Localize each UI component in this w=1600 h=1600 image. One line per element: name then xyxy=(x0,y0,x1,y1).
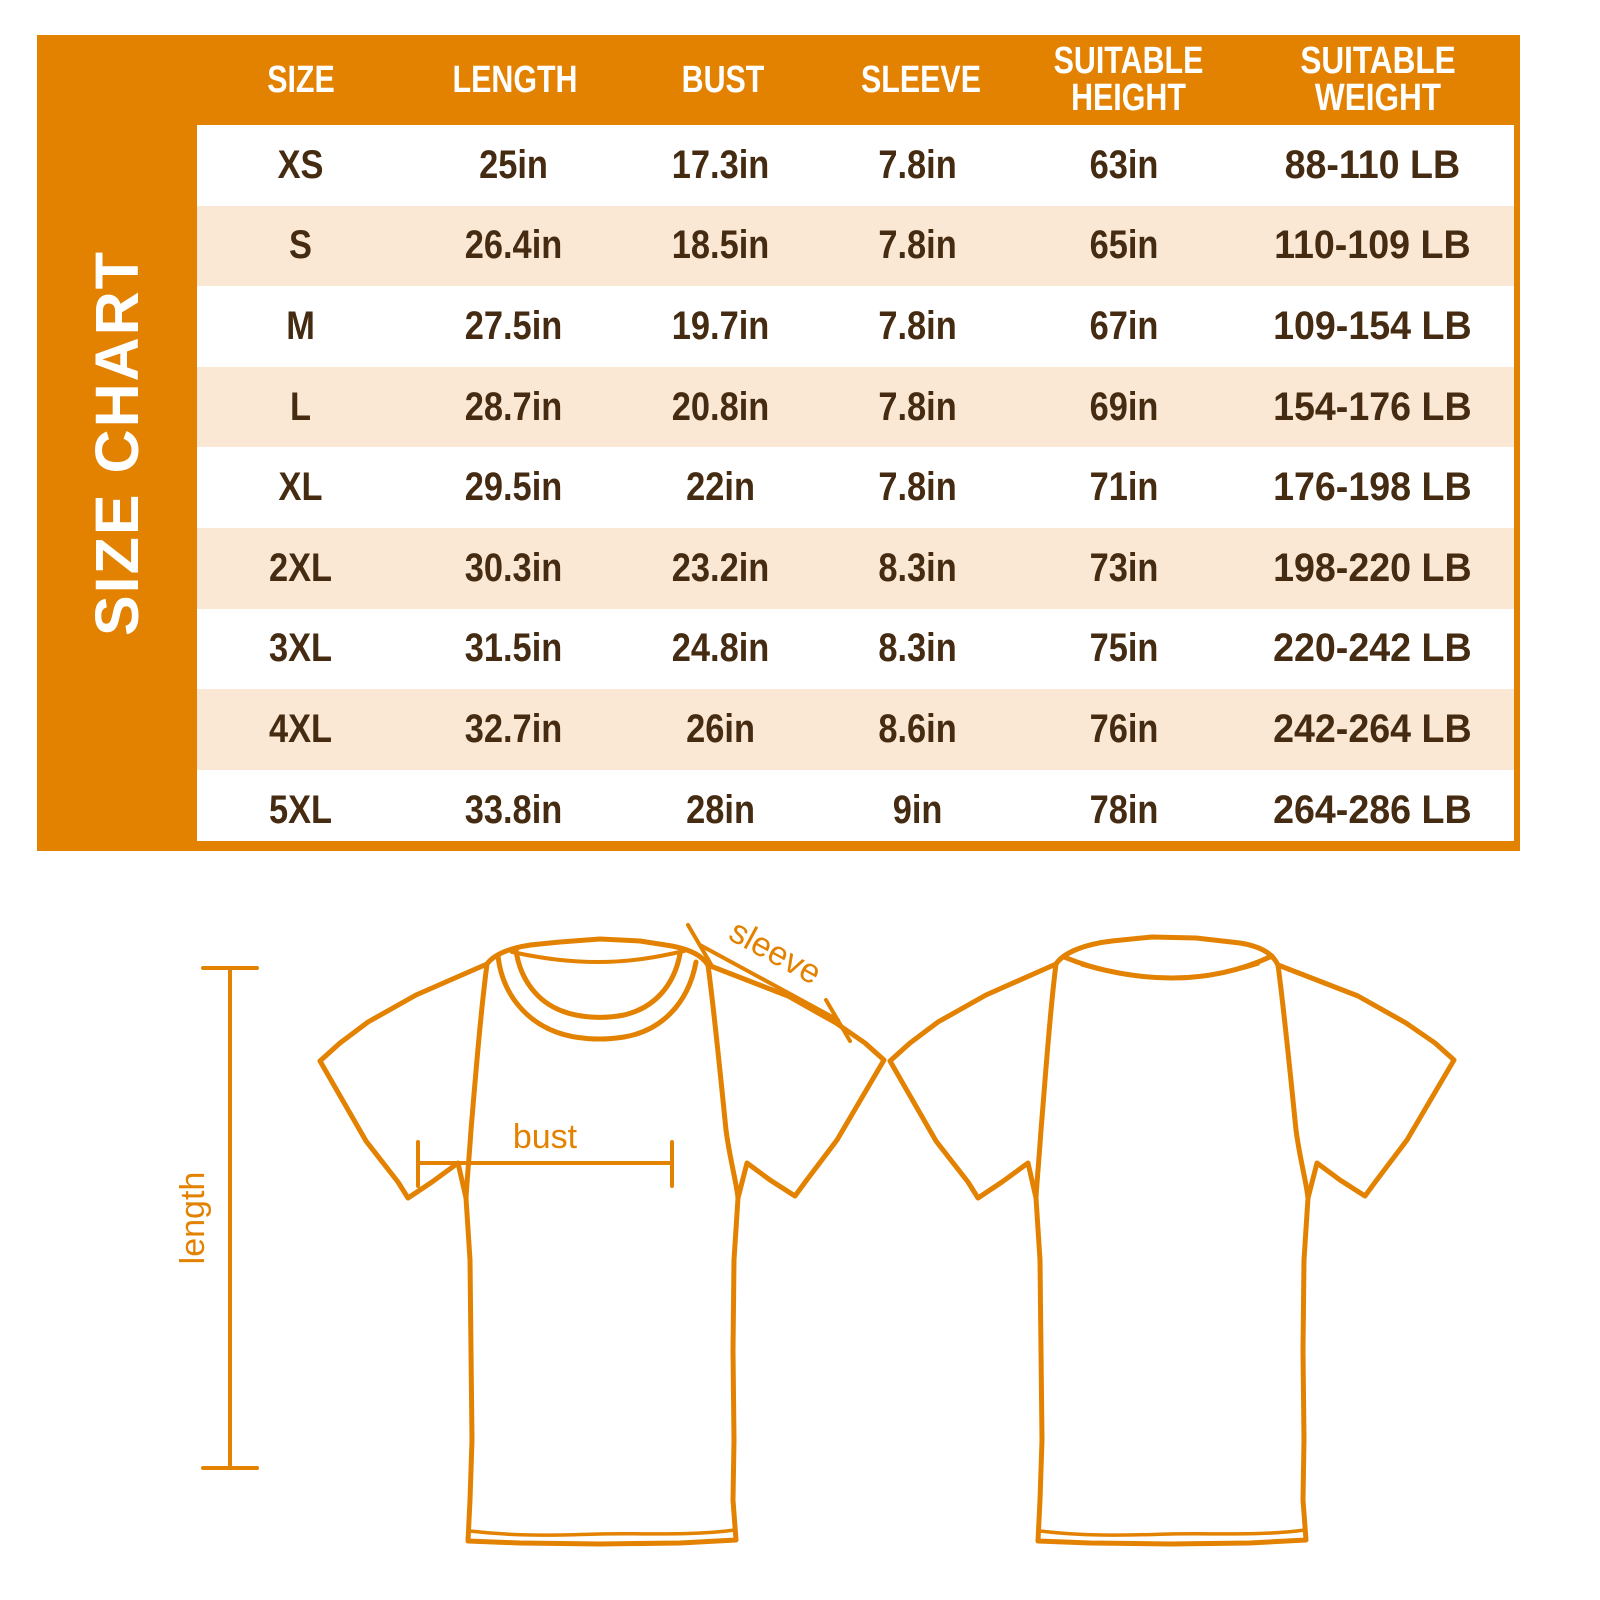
tshirt-front-icon xyxy=(317,936,887,1547)
cell-length: 28.7in xyxy=(464,384,563,429)
table-row: M 27.5in 19.7in 7.8in 67in 109-154 LB xyxy=(197,286,1514,367)
cell-bust: 18.5in xyxy=(671,223,770,268)
cell-weight: 154-176 LB xyxy=(1273,384,1472,429)
cell-length: 31.5in xyxy=(464,626,563,671)
size-chart-table: SIZE LENGTH BUST SLEEVE SUITABLE HEIGHT … xyxy=(197,35,1520,851)
table-bottom-border xyxy=(197,841,1520,851)
cell-size: M xyxy=(286,303,315,348)
table-row: 4XL 32.7in 26in 8.6in 76in 242-264 LB xyxy=(197,689,1514,770)
column-header-suitable-height: SUITABLE HEIGHT xyxy=(1053,40,1204,119)
cell-bust: 28in xyxy=(686,787,756,832)
size-chart-title: SIZE CHART xyxy=(83,250,151,636)
cell-weight: 220-242 LB xyxy=(1273,626,1472,671)
cell-height: 75in xyxy=(1089,626,1159,671)
cell-weight: 264-286 LB xyxy=(1273,787,1472,832)
cell-sleeve: 9in xyxy=(892,787,943,832)
sleeve-label: sleeve xyxy=(723,912,828,992)
table-row: L 28.7in 20.8in 7.8in 69in 154-176 LB xyxy=(197,366,1514,448)
size-chart-sidebar: SIZE CHART xyxy=(37,35,197,851)
cell-size: L xyxy=(290,384,312,429)
table-row: S 26.4in 18.5in 7.8in 65in 110-109 LB xyxy=(197,205,1514,287)
cell-bust: 22in xyxy=(686,465,756,510)
cell-size: 5XL xyxy=(268,787,333,832)
cell-bust: 17.3in xyxy=(671,142,770,187)
cell-height: 67in xyxy=(1089,303,1159,348)
size-chart-panel: SIZE CHART SIZE LENGTH BUST SLEEVE SUITA… xyxy=(37,35,1520,851)
cell-size: XL xyxy=(278,465,323,510)
column-header-bust: BUST xyxy=(681,58,765,101)
cell-size: XS xyxy=(277,142,324,187)
cell-sleeve: 7.8in xyxy=(878,465,957,510)
sleeve-dimension-line xyxy=(686,923,852,1043)
cell-size: 3XL xyxy=(268,626,333,671)
table-row: XS 25in 17.3in 7.8in 63in 88-110 LB xyxy=(197,125,1514,206)
table-row: 5XL 33.8in 28in 9in 78in 264-286 LB xyxy=(197,769,1514,851)
cell-weight: 198-220 LB xyxy=(1273,545,1472,590)
length-label: length xyxy=(174,1172,212,1265)
cell-length: 27.5in xyxy=(464,303,563,348)
cell-bust: 23.2in xyxy=(671,545,770,590)
length-dimension-line xyxy=(201,966,259,1470)
cell-height: 73in xyxy=(1089,545,1159,590)
table-row: 3XL 31.5in 24.8in 8.3in 75in 220-242 LB xyxy=(197,608,1514,690)
cell-weight: 110-109 LB xyxy=(1274,223,1471,268)
cell-length: 33.8in xyxy=(464,787,563,832)
column-header-sleeve: SLEEVE xyxy=(861,58,981,101)
cell-size: 4XL xyxy=(268,706,333,751)
cell-height: 71in xyxy=(1089,465,1159,510)
bust-label: bust xyxy=(513,1118,578,1156)
cell-size: S xyxy=(289,223,313,268)
cell-sleeve: 8.3in xyxy=(878,545,957,590)
bust-dimension-line xyxy=(416,1140,674,1188)
cell-sleeve: 7.8in xyxy=(878,142,957,187)
cell-height: 78in xyxy=(1089,787,1159,832)
cell-height: 76in xyxy=(1089,706,1159,751)
cell-weight: 242-264 LB xyxy=(1273,706,1472,751)
cell-sleeve: 7.8in xyxy=(878,223,957,268)
cell-weight: 88-110 LB xyxy=(1284,142,1461,187)
cell-length: 32.7in xyxy=(464,706,563,751)
table-header-row: SIZE LENGTH BUST SLEEVE SUITABLE HEIGHT … xyxy=(197,35,1520,125)
cell-length: 26.4in xyxy=(464,223,563,268)
cell-height: 65in xyxy=(1089,223,1159,268)
cell-weight: 176-198 LB xyxy=(1273,465,1472,510)
table-row: XL 29.5in 22in 7.8in 71in 176-198 LB xyxy=(197,447,1514,528)
tshirt-back-icon xyxy=(887,934,1457,1547)
cell-height: 63in xyxy=(1089,142,1159,187)
cell-sleeve: 7.8in xyxy=(878,303,957,348)
cell-sleeve: 8.6in xyxy=(878,706,957,751)
cell-bust: 24.8in xyxy=(671,626,770,671)
column-header-size: SIZE xyxy=(267,58,335,101)
cell-length: 29.5in xyxy=(464,465,563,510)
cell-sleeve: 8.3in xyxy=(878,626,957,671)
cell-bust: 20.8in xyxy=(671,384,770,429)
measurement-diagram: length bust sleeve xyxy=(0,880,1600,1580)
table-row: 2XL 30.3in 23.2in 8.3in 73in 198-220 LB xyxy=(197,527,1514,609)
cell-size: 2XL xyxy=(268,545,333,590)
cell-weight: 109-154 LB xyxy=(1273,303,1472,348)
column-header-length: LENGTH xyxy=(452,58,578,101)
cell-length: 25in xyxy=(479,142,548,187)
cell-sleeve: 7.8in xyxy=(878,384,957,429)
cell-bust: 26in xyxy=(686,706,756,751)
table-body: XS 25in 17.3in 7.8in 63in 88-110 LB S 26… xyxy=(197,125,1520,851)
column-header-suitable-weight: SUITABLE WEIGHT xyxy=(1300,40,1456,119)
cell-height: 69in xyxy=(1089,384,1159,429)
cell-bust: 19.7in xyxy=(671,303,770,348)
cell-length: 30.3in xyxy=(464,545,563,590)
